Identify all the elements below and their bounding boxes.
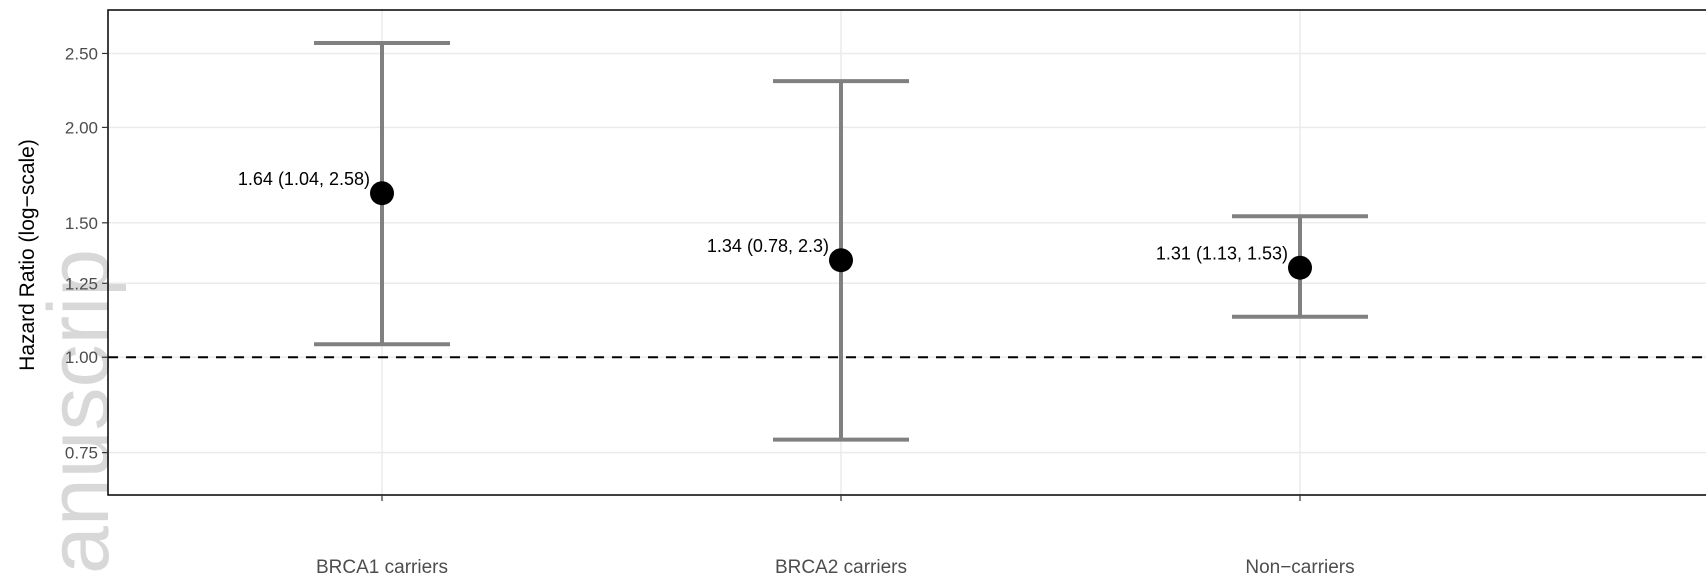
x-tick-label-non-carriers: Non−carriers bbox=[1245, 557, 1354, 574]
x-tick-label-brca1-carriers: BRCA1 carriers bbox=[316, 557, 448, 574]
x-axis-ticks: BRCA1 carriers BRCA2 carriers Non−carriers bbox=[316, 495, 1355, 578]
y-tick-label: 1.25 bbox=[65, 274, 98, 293]
y-axis-ticks: 0.75 1.00 1.25 1.50 2.00 2.50 bbox=[65, 44, 108, 463]
point-layer bbox=[370, 181, 1312, 280]
y-tick-label: 2.00 bbox=[65, 118, 98, 137]
point-brca2-carriers bbox=[829, 248, 853, 273]
estimate-label-layer: 1.64 (1.04, 2.58) 1.34 (0.78, 2.3) 1.31 (1… bbox=[238, 169, 1288, 263]
point-brca1-carriers bbox=[370, 181, 394, 206]
point-non-carriers bbox=[1288, 255, 1312, 280]
estimate-label-brca1-carriers: 1.64 (1.04, 2.58) bbox=[238, 169, 370, 189]
y-tick-label: 0.75 bbox=[65, 444, 98, 463]
watermark-text: anuscrip bbox=[31, 249, 127, 574]
y-axis-label: Hazard Ratio (log−scale) bbox=[16, 139, 39, 371]
y-tick-label: 2.50 bbox=[65, 44, 98, 63]
x-tick-label-brca2-carriers: BRCA2 carriers bbox=[775, 557, 907, 574]
errorbar-layer bbox=[314, 40, 1368, 442]
y-tick-label: 1.50 bbox=[65, 214, 98, 233]
grid-layer bbox=[108, 10, 1706, 495]
plot-panel-border bbox=[107, 9, 1706, 496]
y-tick-label: 1.00 bbox=[65, 348, 98, 367]
estimate-label-brca2-carriers: 1.34 (0.78, 2.3) bbox=[707, 236, 829, 256]
estimate-label-non-carriers: 1.31 (1.13, 1.53) bbox=[1156, 244, 1288, 264]
